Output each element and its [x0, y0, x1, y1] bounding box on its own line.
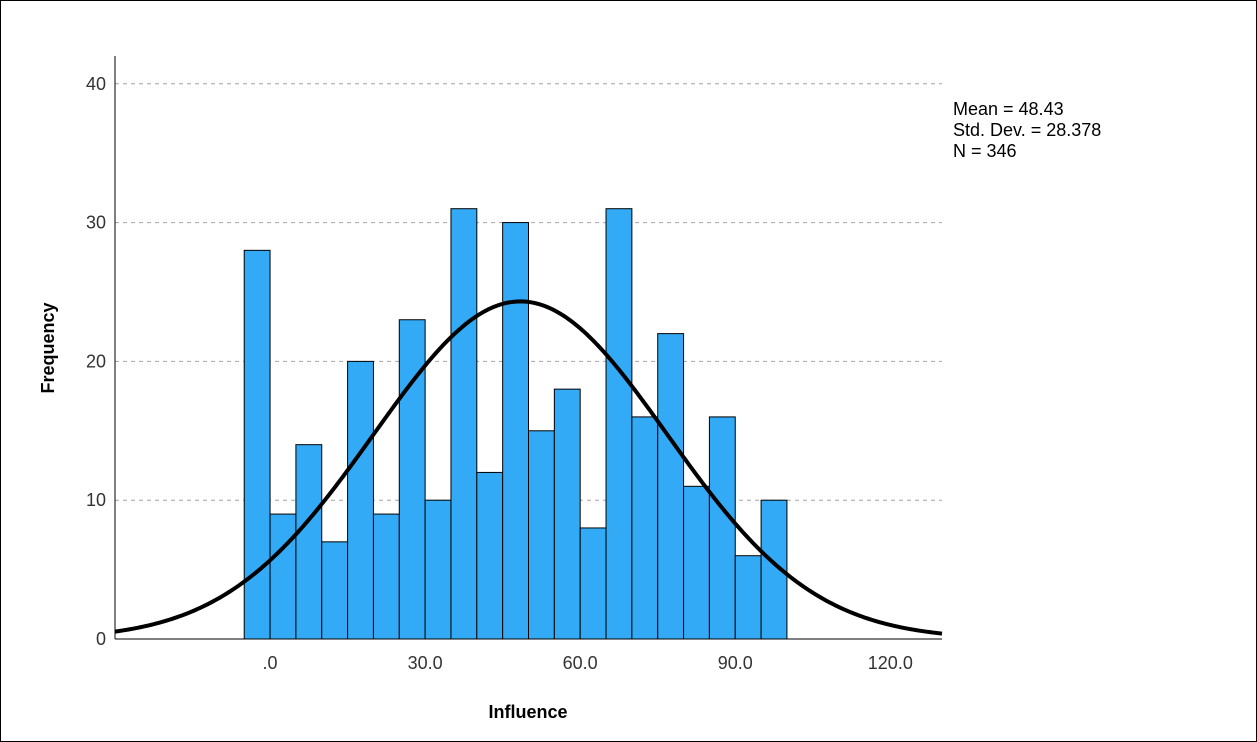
- x-tick-label-0: .0: [263, 653, 278, 673]
- histogram-bar-19: [734, 555, 762, 640]
- histogram-bar-12: [553, 388, 581, 640]
- x-tick-label-2: 60.0: [563, 653, 598, 673]
- histogram-bar-5: [372, 513, 400, 640]
- histogram-bar-4: [347, 360, 374, 640]
- x-tick-label-1: 30.0: [408, 653, 443, 673]
- stat-n: N = 346: [953, 141, 1017, 161]
- histogram-bar-8: [450, 208, 478, 640]
- histogram-bars: [243, 208, 788, 640]
- histogram-bar-16: [657, 333, 685, 640]
- y-tick-label-2: 20: [86, 351, 106, 371]
- x-tick-label-4: 120.0: [868, 653, 913, 673]
- y-tick-label-0: 0: [96, 629, 106, 649]
- histogram-bar-10: [502, 222, 529, 640]
- y-tick-label-3: 30: [86, 213, 106, 233]
- stats-box: Mean = 48.43 Std. Dev. = 28.378 N = 346: [953, 99, 1101, 161]
- histogram-bar-17: [683, 485, 710, 640]
- histogram-bar-9: [476, 471, 504, 640]
- tick-labels: .0 30.0 60.0 90.0 120.0 0 10 20 30 40: [86, 74, 913, 673]
- histogram-bar-7: [424, 499, 452, 640]
- y-tick-label-4: 40: [86, 74, 106, 94]
- histogram-bar-3: [321, 541, 349, 640]
- histogram-bar-2: [295, 444, 323, 640]
- x-axis-title: Influence: [488, 702, 567, 722]
- histogram-bar-13: [579, 527, 607, 640]
- normal-curve-layer: [114, 299, 943, 636]
- normal-curve: [114, 299, 943, 636]
- stat-std-dev: Std. Dev. = 28.378: [953, 120, 1101, 140]
- y-tick-label-1: 10: [86, 490, 106, 510]
- histogram-bar-18: [708, 416, 736, 640]
- histogram-bar-15: [631, 416, 659, 640]
- y-axis-title: Frequency: [38, 302, 58, 393]
- histogram-bar-11: [528, 430, 555, 640]
- x-tick-label-3: 90.0: [718, 653, 753, 673]
- axes: [114, 56, 942, 640]
- histogram-bar-1: [269, 513, 297, 640]
- stat-mean: Mean = 48.43: [953, 99, 1064, 119]
- histogram-bar-14: [605, 208, 633, 640]
